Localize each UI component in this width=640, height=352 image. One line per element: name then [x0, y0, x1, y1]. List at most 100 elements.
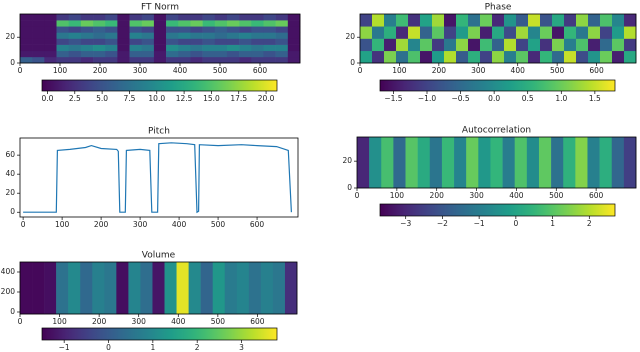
heatmap-cell — [200, 262, 213, 315]
x-tick-label: 600 — [250, 220, 265, 229]
colorbar-tick-label: 7.5 — [123, 94, 135, 103]
x-tick-label: 500 — [549, 191, 564, 200]
heatmap-cell — [80, 56, 94, 64]
heatmap-cell — [153, 44, 167, 52]
y-tick-label: 200 — [1, 287, 16, 296]
colorbar — [379, 203, 616, 217]
y-tick-label: 0 — [347, 183, 352, 192]
heatmap-cell — [504, 14, 517, 27]
heatmap-cell — [44, 26, 57, 33]
heatmap-cell — [166, 50, 179, 58]
axes-frame — [359, 13, 637, 64]
heatmap-cell — [44, 32, 57, 39]
heatmap-cell — [564, 14, 577, 27]
heatmap-cell — [32, 262, 45, 315]
heatmap-cell — [384, 26, 397, 39]
heatmap-cell — [226, 56, 240, 64]
heatmap-cell — [408, 26, 421, 39]
heatmap-cell — [32, 56, 45, 64]
heatmap-cell — [538, 137, 552, 189]
heatmap-cell — [105, 38, 118, 45]
heatmap-cell — [588, 38, 601, 52]
heatmap-cell — [239, 26, 252, 33]
x-tick-label: 0 — [358, 66, 363, 75]
heatmap-cell — [239, 38, 252, 45]
heatmap-cell — [575, 137, 588, 189]
heatmap-cell — [178, 44, 191, 52]
heatmap-cell — [248, 262, 262, 315]
heatmap-cell — [444, 26, 457, 39]
heatmap-cell — [480, 14, 493, 27]
heatmap-cell — [287, 38, 301, 45]
heatmap-cell — [251, 32, 264, 39]
heatmap-cell — [190, 20, 203, 27]
heatmap-cell — [275, 26, 289, 33]
heatmap-cell — [202, 50, 216, 58]
chart-title: Pitch — [148, 127, 170, 137]
heatmap-cell — [360, 38, 373, 52]
heatmap-cell — [214, 44, 228, 52]
heatmap-cell — [93, 56, 106, 64]
heatmap-cell — [588, 26, 601, 39]
heatmap-cell — [432, 26, 445, 39]
heatmap-cell — [105, 20, 118, 27]
heatmap-cell — [178, 32, 191, 39]
x-tick-label: 500 — [211, 317, 226, 326]
colorbar-tick-label: 2.5 — [69, 94, 81, 103]
heatmap-cell — [166, 14, 179, 21]
heatmap-cell — [480, 50, 493, 64]
heatmap-cell — [360, 26, 373, 39]
heatmap-cell — [190, 32, 203, 39]
heatmap-cell — [44, 56, 57, 64]
colorbar-tick-label: −1 — [474, 219, 485, 228]
heatmap-cell — [540, 50, 553, 64]
heatmap-cell — [166, 56, 179, 64]
heatmap-cell — [44, 44, 57, 52]
x-tick-label: 600 — [589, 191, 604, 200]
heatmap-cell — [80, 44, 94, 52]
heatmap-cell — [275, 56, 289, 64]
heatmap-cell — [32, 26, 45, 33]
heatmap-cell — [528, 50, 541, 64]
heatmap-cell — [263, 50, 276, 58]
heatmap-cell — [20, 262, 33, 315]
heatmap-cell — [93, 32, 106, 39]
heatmap-cell — [576, 26, 589, 39]
heatmap-cell — [396, 26, 409, 39]
heatmap-cell — [224, 262, 238, 315]
x-tick-label: 300 — [469, 191, 484, 200]
heatmap-cell — [176, 262, 189, 315]
colorbar-tick-label: 0 — [513, 219, 518, 228]
chart-title: FT Norm — [141, 3, 179, 13]
heatmap-cell — [32, 14, 45, 21]
colorbar-tick-label: 20.0 — [258, 94, 275, 103]
heatmap-cell — [263, 56, 276, 64]
colorbar-tick-label: −1.5 — [384, 94, 402, 103]
heatmap-cell — [239, 44, 252, 52]
heatmap-cell — [456, 38, 469, 52]
x-tick-label: 300 — [133, 220, 148, 229]
colorbar-tick-label: 1.5 — [589, 94, 601, 103]
heatmap-cell — [190, 44, 203, 52]
heatmap-cell — [129, 26, 143, 33]
heatmap-cell — [105, 56, 118, 64]
heatmap-cell — [372, 26, 385, 39]
heatmap-cell — [129, 56, 143, 64]
heatmap-cell — [420, 50, 433, 64]
heatmap-cell — [287, 50, 301, 58]
heatmap-cell — [56, 50, 69, 58]
heatmap-cell — [456, 14, 469, 27]
heatmap-cell — [32, 50, 45, 58]
heatmap-cell — [528, 26, 541, 39]
heatmap-cell — [564, 38, 577, 52]
heatmap-cell — [564, 50, 577, 64]
heatmap-cell — [588, 50, 601, 64]
heatmap-cell — [251, 38, 264, 45]
x-tick-label: 0 — [21, 220, 26, 229]
x-tick-label: 100 — [390, 191, 405, 200]
y-tick-label: 20 — [5, 32, 15, 41]
heatmap-cell — [20, 14, 33, 21]
heatmap-cell — [56, 14, 69, 21]
x-tick-label: 200 — [93, 66, 108, 75]
heatmap-cell — [396, 38, 409, 52]
